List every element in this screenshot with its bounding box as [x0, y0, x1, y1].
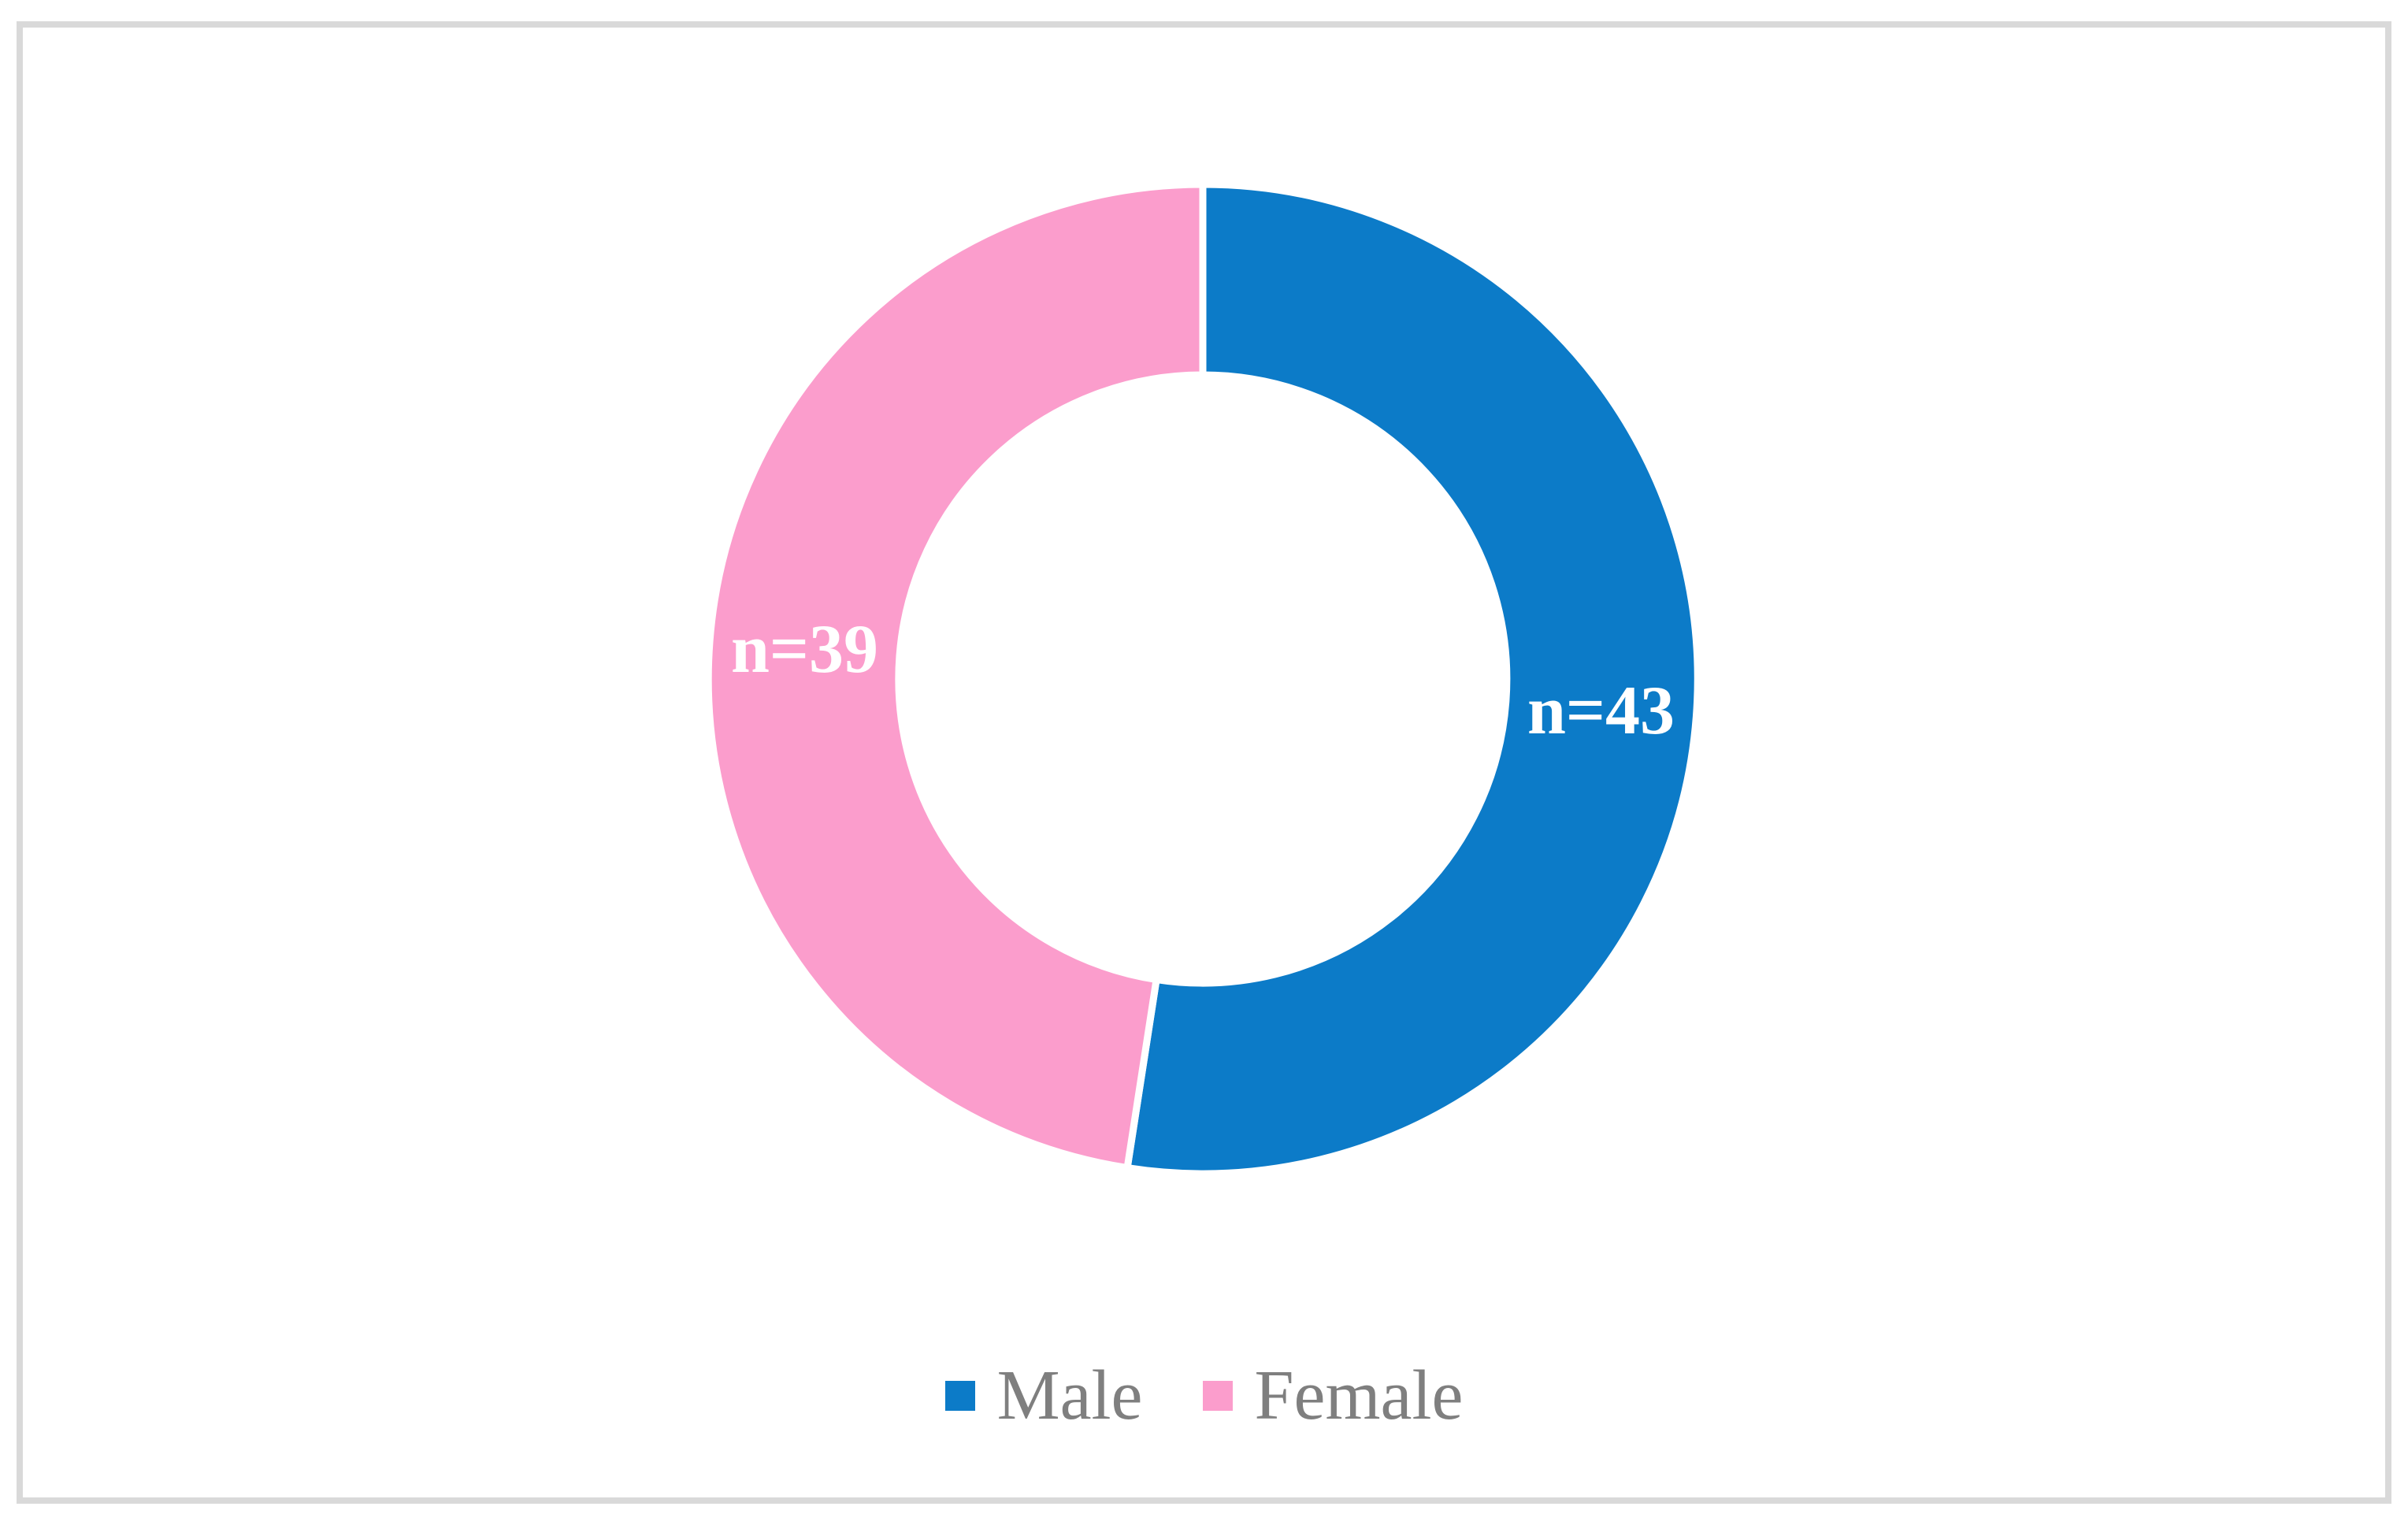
legend-item-male[interactable]: Male — [944, 1356, 1143, 1434]
slice-label-male: n=43 — [1527, 673, 1675, 749]
donut-slice-male[interactable] — [1122, 180, 1701, 1178]
legend-marker-male-icon — [944, 1381, 975, 1411]
legend-item-female[interactable]: Female — [1202, 1356, 1464, 1434]
legend-label-female: Female — [1254, 1356, 1464, 1434]
legend-marker-female-icon — [1202, 1381, 1233, 1411]
legend: Male Female — [0, 1349, 2408, 1443]
legend-label-male: Male — [996, 1356, 1143, 1434]
donut-slice-female[interactable] — [704, 180, 1207, 1172]
slice-label-female: n=39 — [731, 611, 878, 688]
